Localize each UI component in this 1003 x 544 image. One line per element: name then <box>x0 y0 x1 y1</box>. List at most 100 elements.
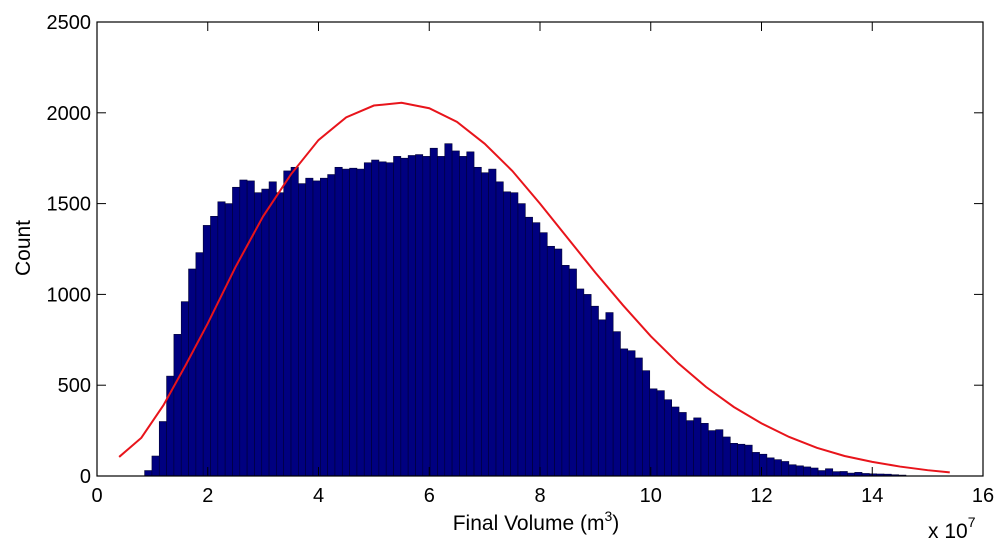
histogram-bar <box>561 265 570 477</box>
histogram-bar <box>144 470 153 477</box>
histogram-bar <box>729 443 738 477</box>
histogram-bar <box>495 181 504 477</box>
x-tick-label: 4 <box>313 485 324 507</box>
histogram-bar <box>298 183 306 477</box>
histogram-bar <box>451 150 460 477</box>
histogram-bar <box>686 420 694 477</box>
fit-curve <box>118 101 950 474</box>
histogram-bar <box>444 143 453 477</box>
histogram-bar <box>385 162 394 477</box>
tick-labels: 0 2 4 6 8 10 12 14 16 0 500 1000 1500 2000 2500 <box>47 12 995 507</box>
histogram-bar <box>173 334 182 477</box>
histogram-bar <box>788 464 797 477</box>
histogram-bar <box>466 151 475 477</box>
histogram-bar <box>327 174 336 477</box>
histogram-bar <box>356 168 365 477</box>
histogram-bar <box>371 159 380 477</box>
y-tick-label: 500 <box>58 375 91 397</box>
histogram-bar <box>546 245 555 477</box>
histogram-bar <box>817 470 826 477</box>
histogram-bar <box>656 390 665 477</box>
histogram-bar <box>605 312 614 477</box>
x-axis-exponent-base: x 10 <box>928 520 968 543</box>
x-tick-label: 0 <box>91 485 102 507</box>
histogram-bar <box>576 288 585 477</box>
histogram-bar <box>283 170 292 477</box>
histogram-bar <box>744 444 753 477</box>
histogram-bar <box>481 172 489 477</box>
histogram-bar <box>437 156 446 477</box>
histogram-bar <box>276 192 285 477</box>
histogram-bar <box>517 203 526 477</box>
histogram-bar <box>415 154 424 477</box>
histogram-bar <box>766 457 775 477</box>
histogram-bar <box>795 465 804 477</box>
histogram-bar <box>627 350 636 477</box>
histogram-bar <box>737 443 746 477</box>
histogram-bar <box>620 348 629 477</box>
histogram-bar <box>715 429 724 477</box>
x-axis-label-main: Final Volume (m <box>453 512 605 535</box>
histogram-bar <box>334 166 343 477</box>
y-tick-label: 2500 <box>47 12 92 34</box>
histogram-bar <box>473 166 482 477</box>
histogram-bar <box>554 248 563 477</box>
histogram-bar <box>583 294 592 477</box>
x-tick-label: 8 <box>534 485 545 507</box>
histogram-bar <box>642 370 651 477</box>
histogram-bar <box>232 186 241 477</box>
histogram-bar <box>210 216 219 477</box>
histogram-bar <box>773 459 782 477</box>
axis-ticks <box>96 21 984 477</box>
histogram-bar <box>180 301 189 477</box>
histogram-bar <box>393 156 402 477</box>
histogram-bar <box>239 179 248 477</box>
histogram-bar <box>751 452 760 477</box>
histogram-bar <box>195 252 204 477</box>
histogram-bar <box>459 156 468 477</box>
histogram-bar <box>503 191 511 477</box>
histogram-bar <box>254 192 263 477</box>
x-axis-label-superscript: 3 <box>604 508 612 524</box>
histogram-bar <box>568 268 577 477</box>
histogram-bar <box>341 168 350 477</box>
histogram-bar <box>590 305 599 477</box>
y-axis-label: Count <box>12 220 35 276</box>
histogram-bar <box>202 225 211 477</box>
histogram-bar <box>217 201 226 477</box>
histogram-bar <box>224 203 233 477</box>
histogram-bar <box>612 331 621 477</box>
histogram-bar <box>290 166 299 477</box>
histogram-bar <box>803 466 812 477</box>
histogram-bar <box>825 468 834 477</box>
histogram-bar <box>320 177 328 477</box>
x-tick-label: 16 <box>972 485 994 507</box>
x-axis-exponent-power: 7 <box>968 514 976 530</box>
x-tick-label: 6 <box>424 485 435 507</box>
histogram-bar <box>378 161 387 477</box>
histogram-bar <box>363 162 372 477</box>
histogram-bar <box>349 167 358 477</box>
histogram-bar <box>524 216 533 477</box>
histogram-bar <box>312 180 321 477</box>
y-tick-label: 2000 <box>47 103 92 125</box>
x-tick-label: 12 <box>750 485 772 507</box>
x-axis-label: Final Volume (m3) <box>453 508 620 535</box>
histogram-bar <box>188 268 197 477</box>
histogram-bar <box>400 157 409 477</box>
x-axis-exponent: x 107 <box>928 514 976 543</box>
histogram-bar <box>261 188 270 477</box>
x-tick-label: 14 <box>861 485 883 507</box>
histogram-bar <box>708 430 716 477</box>
histogram-bar <box>488 168 497 477</box>
histogram-bar <box>722 436 731 477</box>
histogram-bar <box>268 181 277 477</box>
histogram-bar <box>781 461 790 477</box>
histogram-bar <box>151 455 160 477</box>
histogram-bar <box>246 180 255 477</box>
histogram-bar <box>839 471 848 477</box>
histogram-bar <box>693 417 702 477</box>
y-tick-label: 1500 <box>47 194 92 216</box>
histogram-bar <box>532 222 541 477</box>
x-axis-label-suffix: ) <box>612 512 619 535</box>
